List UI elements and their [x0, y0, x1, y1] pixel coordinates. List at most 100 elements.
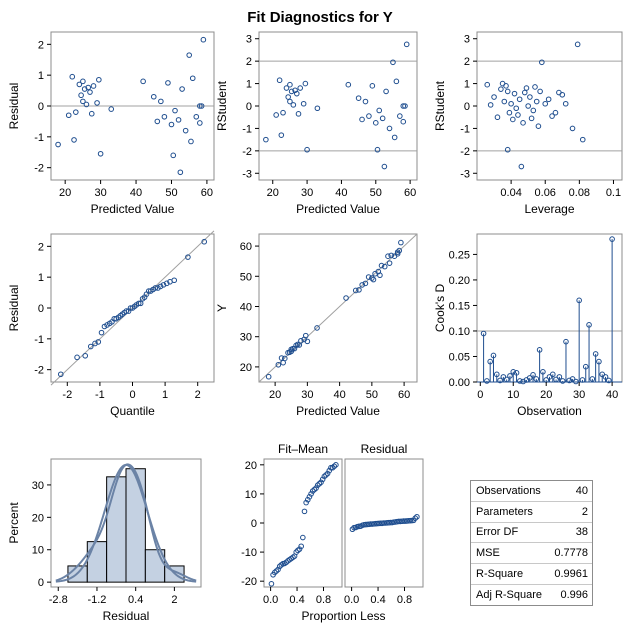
data-point — [385, 253, 391, 260]
data-point — [390, 59, 396, 66]
data-point — [391, 134, 398, 141]
data-point — [291, 345, 298, 352]
data-point — [374, 146, 381, 153]
data-point — [268, 581, 275, 587]
data-point — [563, 338, 569, 345]
data-point — [170, 152, 177, 159]
data-point — [369, 275, 375, 281]
data-point — [328, 464, 334, 471]
data-point — [177, 169, 184, 176]
x-tick-label: 20 — [540, 389, 552, 401]
data-point — [80, 78, 86, 85]
y-tick-label: 0.00 — [449, 377, 470, 389]
y-tick-label: 0 — [38, 577, 44, 589]
data-point — [491, 94, 497, 100]
data-point — [537, 88, 543, 95]
data-point — [355, 95, 362, 101]
data-point — [366, 113, 372, 119]
plot-frame — [263, 458, 343, 588]
data-point — [359, 282, 365, 288]
data-point — [197, 103, 203, 109]
data-point — [402, 103, 408, 109]
fit-statistics-table: Observations 40 Parameters 2 Error DF 38 MS… — [470, 480, 593, 606]
data-point — [283, 85, 290, 91]
x-tick-label: 2 — [171, 594, 177, 606]
data-point — [83, 101, 90, 108]
data-point — [521, 89, 528, 96]
plot-frame — [258, 233, 418, 383]
data-point — [559, 378, 566, 384]
data-point — [520, 378, 526, 385]
y-tick-label: 20 — [32, 512, 44, 524]
data-point — [201, 238, 208, 245]
data-point — [283, 559, 290, 566]
data-point — [71, 137, 77, 143]
data-point — [200, 36, 207, 43]
y-tick-label: 1 — [38, 272, 44, 284]
data-point — [501, 98, 508, 105]
x-axis-label: Predicted Value — [296, 404, 380, 418]
x-tick-label: 40 — [335, 187, 347, 199]
x-tick-label: 30 — [94, 187, 106, 199]
data-point — [95, 339, 102, 345]
data-point — [287, 81, 293, 88]
data-point — [527, 94, 533, 100]
stats-value: 40 — [575, 484, 588, 497]
stats-row-mse: MSE 0.7778 — [471, 542, 592, 563]
data-point — [592, 351, 599, 357]
data-point — [556, 374, 563, 380]
data-point — [513, 105, 520, 112]
y-tick-label: 3 — [246, 34, 252, 46]
data-point — [576, 297, 582, 304]
data-point — [57, 371, 64, 378]
x-tick-label: 60 — [404, 187, 416, 199]
data-point — [158, 98, 164, 105]
data-point — [288, 348, 295, 355]
x-tick-label: 60 — [398, 389, 410, 401]
data-point — [542, 100, 549, 107]
data-point — [168, 121, 175, 128]
data-point — [281, 355, 288, 362]
data-point — [140, 78, 146, 85]
data-point — [507, 373, 513, 379]
data-point — [394, 250, 401, 257]
data-point — [78, 92, 84, 99]
y-tick-label: 2 — [464, 56, 470, 68]
y-axis-label: RStudent — [433, 80, 447, 131]
data-point — [263, 136, 269, 143]
stats-value: 2 — [581, 505, 588, 518]
data-point — [532, 84, 538, 90]
y-tick-label: -2 — [460, 146, 470, 158]
data-point — [298, 543, 304, 550]
data-point — [96, 76, 102, 83]
data-point — [510, 116, 516, 123]
stats-label: Parameters — [476, 505, 533, 518]
data-point — [530, 107, 537, 114]
y-tick-label: 20 — [245, 460, 257, 472]
data-point — [287, 98, 293, 105]
data-point — [378, 262, 385, 269]
data-point — [530, 372, 536, 378]
data-point — [345, 81, 352, 88]
data-point — [80, 98, 86, 105]
x-tick-label: 20 — [267, 187, 279, 199]
x-tick-label: -2 — [62, 389, 72, 401]
y-tick-label: 30 — [32, 480, 44, 492]
x-tick-label: 0.1 — [606, 187, 621, 199]
y-tick-label: 60 — [240, 241, 252, 253]
data-point — [314, 105, 321, 112]
data-point — [487, 102, 494, 108]
y-tick-label: 1 — [464, 79, 470, 91]
data-point — [318, 479, 324, 486]
data-point — [301, 508, 308, 515]
histogram-bar — [86, 541, 108, 583]
data-point — [535, 123, 542, 129]
stats-row-r-square: R-Square 0.9961 — [471, 563, 592, 584]
data-point — [515, 112, 521, 118]
data-point — [528, 115, 535, 122]
data-point — [333, 462, 339, 468]
data-point — [300, 534, 306, 541]
data-point — [362, 98, 369, 105]
data-point — [271, 569, 278, 576]
panel-header: Fit–Mean — [278, 442, 328, 456]
